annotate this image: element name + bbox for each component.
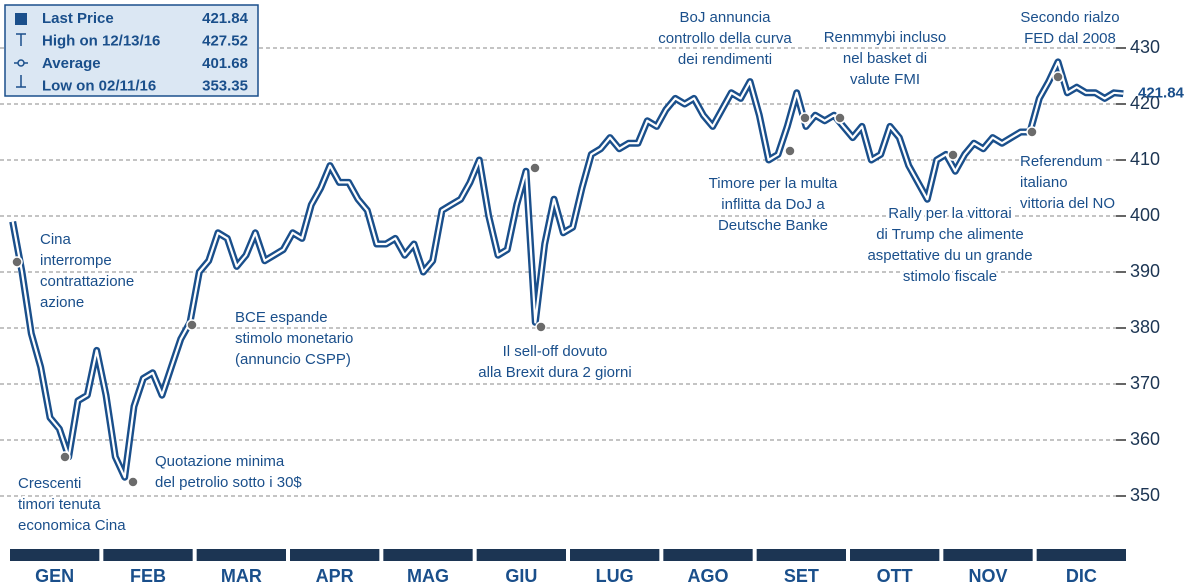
legend-icon bbox=[15, 13, 27, 25]
annotation: Il sell-off dovuto bbox=[503, 343, 608, 360]
annotation: BoJ annuncia bbox=[680, 9, 772, 26]
month-bar bbox=[196, 549, 286, 561]
month-bar bbox=[10, 549, 100, 561]
month-bar bbox=[570, 549, 660, 561]
annotation: Deutsche Banke bbox=[718, 217, 828, 234]
annotation: di Trump che alimente bbox=[876, 226, 1024, 243]
last-price-label: 421.84 bbox=[1138, 85, 1185, 102]
legend-value: 427.52 bbox=[202, 32, 248, 49]
legend-label: Average bbox=[42, 55, 101, 72]
line-layer bbox=[9, 58, 1124, 488]
annotation: dei rendimenti bbox=[678, 51, 772, 68]
annotation: (annuncio CSPP) bbox=[235, 351, 351, 368]
annotation: vittoria del NO bbox=[1020, 195, 1115, 212]
annotation: FED dal 2008 bbox=[1024, 30, 1116, 47]
x-tick-label: LUG bbox=[596, 566, 634, 585]
legend-icon bbox=[16, 75, 26, 88]
annotation: Quotazione minima bbox=[155, 453, 285, 470]
legend-value: 353.35 bbox=[202, 77, 248, 94]
price-line-highlight bbox=[11, 60, 1124, 479]
annotation: Renmmybi incluso bbox=[824, 29, 947, 46]
legend-icon bbox=[17, 59, 25, 67]
annotations: Cina interrompe contrattazione azione Cresce… bbox=[16, 7, 1122, 536]
x-tick-label: FEB bbox=[130, 566, 166, 585]
legend-icon bbox=[16, 33, 26, 46]
annotation-dot bbox=[127, 476, 139, 488]
annotation: BCE espande bbox=[235, 309, 328, 326]
x-tick-label: MAR bbox=[221, 566, 262, 585]
annotation: Secondo rialzo bbox=[1020, 9, 1119, 26]
annotation-dot bbox=[59, 451, 71, 463]
legend-box bbox=[4, 4, 259, 97]
annotation-dot bbox=[1026, 126, 1038, 138]
y-tick-label: 420 bbox=[1130, 93, 1160, 113]
annotation: del petrolio sotto i 30$ bbox=[155, 474, 302, 491]
annotation-dot bbox=[1052, 71, 1064, 83]
month-bar bbox=[476, 549, 566, 561]
annotation: controllo della curva bbox=[658, 30, 792, 47]
y-tick-label: 350 bbox=[1130, 485, 1160, 505]
annotation: italiano bbox=[1020, 174, 1068, 191]
annotation: economica Cina bbox=[18, 517, 126, 534]
y-tick-label: 390 bbox=[1130, 261, 1160, 281]
annotation: nel basket di bbox=[843, 50, 927, 67]
x-tick-label: SET bbox=[784, 566, 819, 585]
y-tick-label: 400 bbox=[1130, 205, 1160, 225]
annotation: timori tenuta bbox=[18, 496, 101, 513]
legend-label: Low on 02/11/16 bbox=[42, 77, 156, 94]
month-bar bbox=[943, 549, 1033, 561]
y-tick-label: 370 bbox=[1130, 373, 1160, 393]
annotation: stimolo fiscale bbox=[903, 268, 997, 285]
x-tick-label: GIU bbox=[505, 566, 537, 585]
x-tick-label: OTT bbox=[877, 566, 913, 585]
annotation: Rally per la vittorai bbox=[888, 205, 1011, 222]
month-bar bbox=[103, 549, 193, 561]
x-tick-label: APR bbox=[316, 566, 354, 585]
x-tick-label: DIC bbox=[1066, 566, 1097, 585]
y-tick-label: 360 bbox=[1130, 429, 1160, 449]
x-tick-label: MAG bbox=[407, 566, 449, 585]
annotation-dot bbox=[799, 112, 811, 124]
x-tick-label: GEN bbox=[35, 566, 74, 585]
month-bar bbox=[290, 549, 380, 561]
legend-label: Last Price bbox=[42, 10, 114, 27]
annotation-dot bbox=[535, 321, 547, 333]
annotation: azione bbox=[40, 294, 84, 311]
annotation: contrattazione bbox=[40, 273, 134, 290]
legend bbox=[4, 4, 259, 97]
annotation-dot bbox=[529, 162, 541, 174]
legend-value: 401.68 bbox=[202, 55, 248, 72]
x-tick-label: AGO bbox=[687, 566, 728, 585]
grid: 350 360 370 380 390 400 410 420 430 bbox=[0, 37, 1160, 505]
month-bar bbox=[383, 549, 473, 561]
y-tick-label: 380 bbox=[1130, 317, 1160, 337]
y-tick-label: 410 bbox=[1130, 149, 1160, 169]
annotation-dot bbox=[186, 319, 198, 331]
annotation: Referendum bbox=[1020, 153, 1103, 170]
month-bar bbox=[663, 549, 753, 561]
annotation: Timore per la multa bbox=[709, 175, 838, 192]
annotation-dot bbox=[11, 256, 23, 268]
annotation-dot bbox=[784, 145, 796, 157]
month-bar bbox=[756, 549, 846, 561]
legend-label: High on 12/13/16 bbox=[42, 32, 160, 49]
annotation: stimolo monetario bbox=[235, 330, 353, 347]
annotation: aspettative du un grande bbox=[867, 247, 1032, 264]
annotation: valute FMI bbox=[850, 71, 920, 88]
annotation: interrompe bbox=[40, 252, 112, 269]
y-tick-label: 430 bbox=[1130, 37, 1160, 57]
legend-value: 421.84 bbox=[202, 10, 249, 27]
month-bar bbox=[1036, 549, 1126, 561]
annotation: inflitta da DoJ a bbox=[721, 196, 825, 213]
annotation: Crescenti bbox=[18, 475, 81, 492]
x-tick-label: NOV bbox=[968, 566, 1007, 585]
month-bar bbox=[850, 549, 940, 561]
annotation: Cina bbox=[40, 231, 72, 248]
annotation: alla Brexit dura 2 giorni bbox=[478, 364, 631, 381]
annotation-dot bbox=[834, 112, 846, 124]
annotation-dot bbox=[947, 149, 959, 161]
